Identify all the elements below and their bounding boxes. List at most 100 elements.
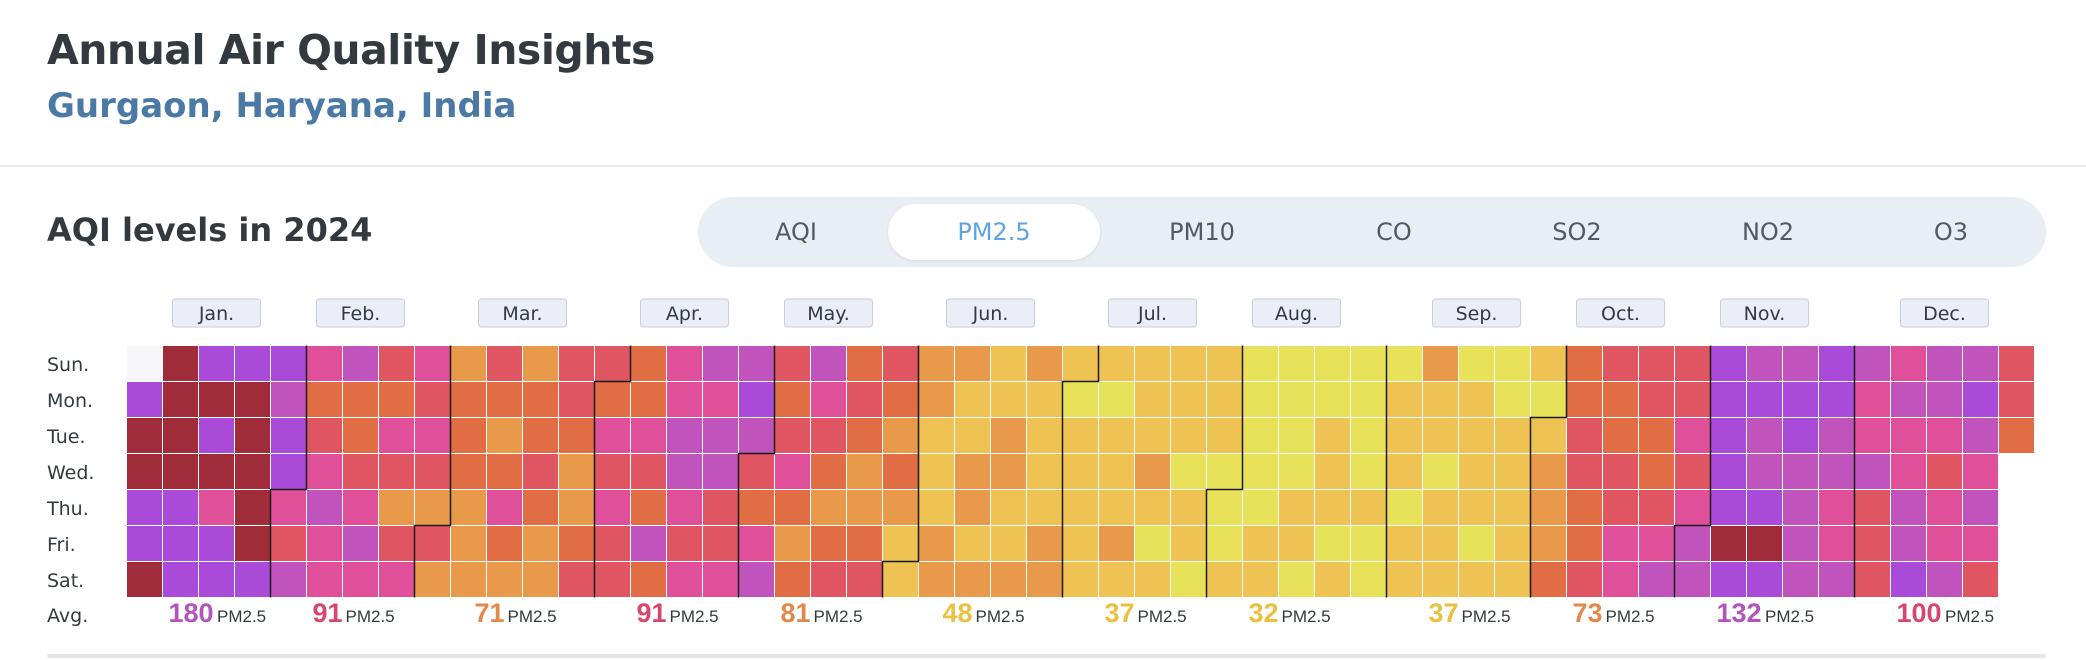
heatmap-cell: [631, 346, 666, 381]
month-boundary: [881, 345, 920, 598]
tab-pm25[interactable]: PM2.5: [888, 204, 1100, 260]
heatmap-cell: [307, 382, 342, 417]
heatmap-cell: [1639, 562, 1674, 597]
heatmap-cell: [1783, 490, 1818, 525]
heatmap-cell: [1495, 418, 1530, 453]
heatmap-cell: [811, 490, 846, 525]
heatmap-cell: [1603, 490, 1638, 525]
heatmap-cell: [523, 526, 558, 561]
heatmap-cell: [1711, 454, 1746, 489]
heatmap-cell: [1783, 346, 1818, 381]
heatmap-cell: [1279, 490, 1314, 525]
heatmap-cell: [415, 562, 450, 597]
heatmap-cell: [1495, 490, 1530, 525]
heatmap-cell: [451, 490, 486, 525]
heatmap-cell: [775, 418, 810, 453]
heatmap-cell: [1315, 490, 1350, 525]
heatmap-cell: [1243, 526, 1278, 561]
heatmap-cell: [1459, 418, 1494, 453]
heatmap-cell: [811, 562, 846, 597]
month-average-unit: PM2.5: [217, 607, 266, 626]
tab-o3[interactable]: O3: [1933, 218, 1969, 246]
month-label-box: [172, 298, 261, 328]
heatmap-cell: [343, 562, 378, 597]
heatmap-cell: [1243, 418, 1278, 453]
heatmap-empty-cell: [127, 346, 162, 381]
heatmap-cell: [811, 418, 846, 453]
heatmap-cell: [271, 418, 306, 453]
heatmap-cell: [1963, 490, 1998, 525]
heatmap-cell: [1855, 490, 1890, 525]
heatmap-cell: [1423, 454, 1458, 489]
heatmap-cell: [1099, 526, 1134, 561]
heatmap-cell: [235, 418, 270, 453]
heatmap-cell: [307, 346, 342, 381]
tab-no2[interactable]: NO2: [1741, 218, 1795, 246]
heatmap-cell: [1063, 526, 1098, 561]
heatmap-cell: [1675, 562, 1710, 597]
bottom-divider: [47, 654, 2046, 658]
tab-pm10[interactable]: PM10: [1169, 218, 1235, 246]
heatmap-cell: [415, 454, 450, 489]
month-label: Oct.: [1601, 303, 1640, 325]
heatmap-cell: [1675, 454, 1710, 489]
heatmap-cell: [163, 454, 198, 489]
heatmap-cell: [1351, 382, 1386, 417]
month-label-box: [478, 298, 567, 328]
heatmap-cell: [631, 490, 666, 525]
heatmap-cell: [1279, 346, 1314, 381]
page-header: Annual Air Quality Insights Gurgaon, Har…: [0, 0, 2086, 167]
heatmap-cell: [1603, 418, 1638, 453]
heatmap-cell: [1063, 346, 1098, 381]
heatmap-cell: [1423, 346, 1458, 381]
tab-so2[interactable]: SO2: [1552, 218, 1602, 246]
heatmap-cell: [1603, 562, 1638, 597]
month-average-value: 100: [1897, 598, 1942, 628]
heatmap-cell: [1711, 526, 1746, 561]
tab-co[interactable]: CO: [1376, 218, 1412, 246]
weekday-label: Sun.: [47, 354, 89, 376]
heatmap-cell: [451, 418, 486, 453]
heatmap-cell: [523, 382, 558, 417]
heatmap-cell: [1135, 346, 1170, 381]
heatmap-cell: [1351, 526, 1386, 561]
heatmap-cell: [883, 562, 918, 597]
month-label: Jan.: [198, 303, 234, 325]
month-average-unit: PM2.5: [1606, 607, 1655, 626]
heatmap-cell: [127, 418, 162, 453]
heatmap-cell: [1027, 562, 1062, 597]
month-average-unit: PM2.5: [1462, 607, 1511, 626]
heatmap-cell: [343, 454, 378, 489]
heatmap-cell: [1063, 454, 1098, 489]
heatmap-cell: [235, 562, 270, 597]
heatmap-cell: [1675, 418, 1710, 453]
heatmap-cell: [379, 382, 414, 417]
heatmap-cell: [1891, 562, 1926, 597]
heatmap-cell: [595, 562, 630, 597]
heatmap-cell: [199, 382, 234, 417]
heatmap-cell: [487, 382, 522, 417]
heatmap-cell: [991, 346, 1026, 381]
heatmap-cell: [1855, 526, 1890, 561]
heatmap-cell: [451, 346, 486, 381]
heatmap-cell: [775, 346, 810, 381]
heatmap-cell: [1099, 418, 1134, 453]
heatmap-cell: [1891, 454, 1926, 489]
heatmap-cell: [991, 490, 1026, 525]
heatmap-cell: [1459, 454, 1494, 489]
heatmap-cell: [487, 418, 522, 453]
heatmap-cell: [1783, 418, 1818, 453]
heatmap-cell: [955, 454, 990, 489]
heatmap-cell: [1675, 490, 1710, 525]
heatmap-cell: [919, 346, 954, 381]
month-label-box: [1720, 298, 1809, 328]
heatmap-cell: [919, 526, 954, 561]
heatmap-cell: [1171, 418, 1206, 453]
heatmap-cell: [1819, 526, 1854, 561]
heatmap-cell: [1063, 562, 1098, 597]
weekday-label: Fri.: [47, 534, 76, 556]
heatmap-cell: [379, 454, 414, 489]
tab-aqi[interactable]: AQI: [775, 218, 817, 246]
heatmap-cell: [1207, 490, 1242, 525]
heatmap-cell: [1855, 382, 1890, 417]
